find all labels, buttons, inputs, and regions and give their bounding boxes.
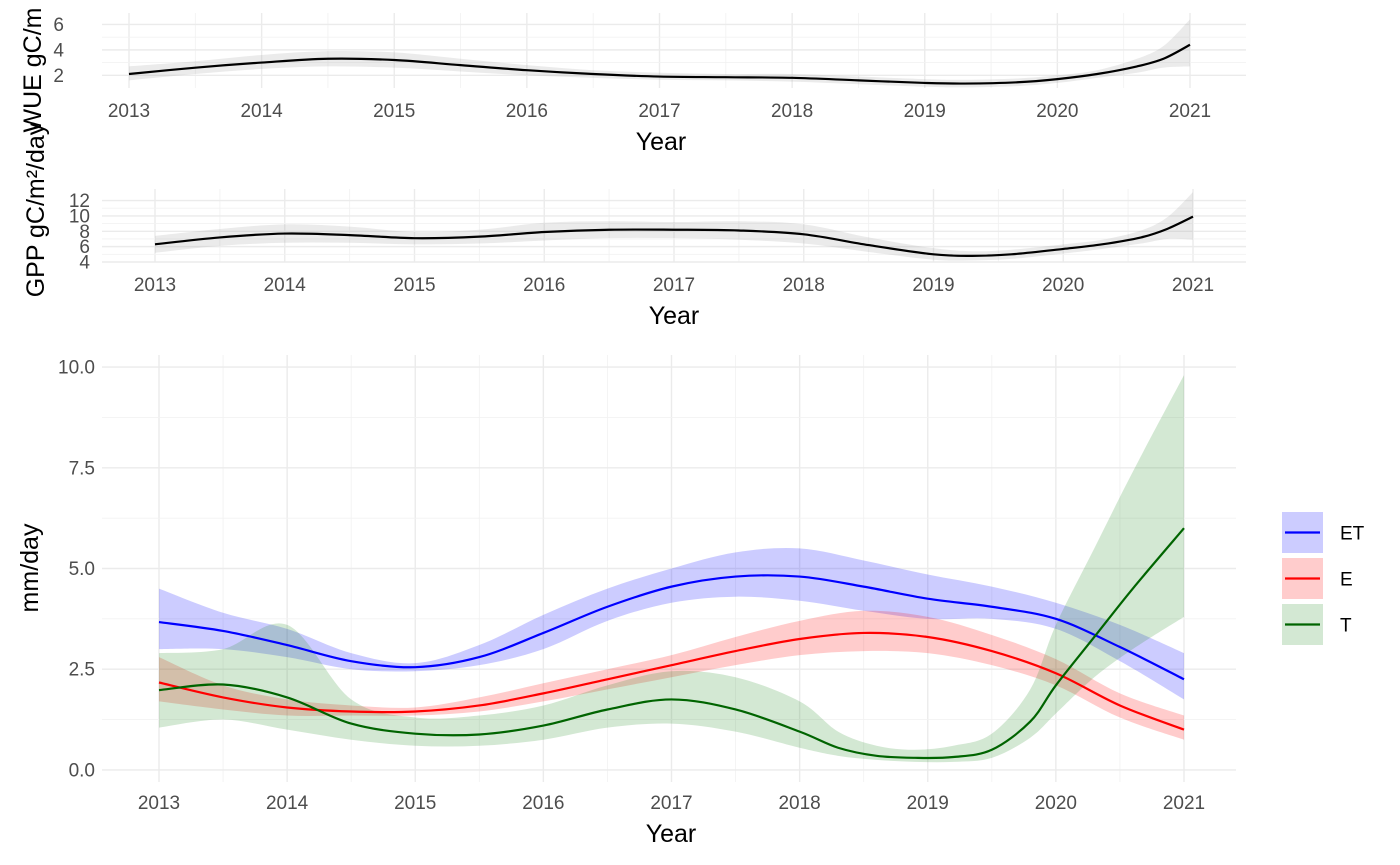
wue-y-axis-title: WUE gC/m xyxy=(19,8,47,133)
wue-lines xyxy=(128,43,1191,85)
legend-label-et: ET xyxy=(1340,524,1365,545)
x-tick-label: 2021 xyxy=(1172,275,1214,296)
x-tick-label: 2016 xyxy=(522,793,564,814)
confidence-band xyxy=(155,192,1193,261)
et-y-axis-title: mm/day xyxy=(16,523,44,612)
x-tick-label: 2016 xyxy=(523,275,565,296)
x-tick-label: 2015 xyxy=(393,275,435,296)
wue-x-tick-labels: 2013 2014 2015 2016 2017 2018 2019 2020 2021 xyxy=(108,101,1211,122)
x-tick-label: 2013 xyxy=(138,793,180,814)
x-tick-label: 2016 xyxy=(506,101,548,122)
x-tick-label: 2019 xyxy=(904,101,946,122)
et-confidence-band xyxy=(159,547,1184,700)
y-tick-label: 6 xyxy=(79,237,90,258)
wue-panel: 2 4 6 2013 2014 2015 2016 2017 2018 2019 2020 2021… xyxy=(19,8,1246,156)
gpp-gridlines xyxy=(102,189,1246,263)
y-tick-label: 4 xyxy=(79,253,90,274)
et-panel: 0.02.55.07.510.0 2013 2014 2015 2016 2017 201… xyxy=(16,355,1236,848)
y-tick-label: 12 xyxy=(69,191,90,212)
y-tick-label: 7.5 xyxy=(69,458,95,479)
gpp-confidence-bands xyxy=(155,192,1193,261)
gpp-lines xyxy=(154,215,1194,257)
x-tick-label: 2018 xyxy=(778,793,820,814)
et-confidence-bands xyxy=(159,375,1184,763)
y-tick-label: 2 xyxy=(53,66,64,87)
x-tick-label: 2019 xyxy=(907,793,949,814)
x-tick-label: 2014 xyxy=(264,275,307,296)
gpp-x-tick-labels: 2013 2014 2015 2016 2017 2018 2019 2020 2021 xyxy=(134,275,1214,296)
confidence-band xyxy=(129,19,1190,88)
wue-y-tick-labels: 2 4 6 xyxy=(53,15,64,87)
et-gridlines xyxy=(102,355,1236,782)
x-tick-label: 2014 xyxy=(240,101,283,122)
x-tick-label: 2021 xyxy=(1163,793,1205,814)
t-confidence-band xyxy=(159,375,1184,763)
x-tick-label: 2017 xyxy=(653,275,695,296)
y-tick-label: 4 xyxy=(53,40,64,61)
x-tick-label: 2021 xyxy=(1169,101,1211,122)
series-line xyxy=(128,43,1191,85)
e-series-line xyxy=(158,631,1185,731)
legend-label-t: T xyxy=(1340,616,1352,637)
x-tick-label: 2019 xyxy=(912,275,954,296)
x-tick-label: 2013 xyxy=(134,275,176,296)
y-tick-label: 8 xyxy=(79,222,90,243)
t-series-line xyxy=(158,527,1185,760)
x-tick-label: 2013 xyxy=(108,101,150,122)
x-tick-label: 2017 xyxy=(650,793,692,814)
x-tick-label: 2014 xyxy=(266,793,309,814)
x-tick-label: 2015 xyxy=(394,793,436,814)
et-series-line xyxy=(158,574,1185,681)
et-x-tick-labels: 2013 2014 2015 2016 2017 2018 2019 2020 2021 xyxy=(138,793,1205,814)
et-y-tick-labels: 0.0 2.5 5.0 7.5 10.0 xyxy=(58,358,95,782)
y-tick-label: 2.5 xyxy=(69,660,95,681)
legend-label-e: E xyxy=(1340,570,1353,591)
et-lines xyxy=(158,527,1185,760)
wue-gridlines xyxy=(102,13,1246,88)
y-tick-label: 5.0 xyxy=(69,559,95,580)
e-confidence-band xyxy=(159,610,1184,740)
gpp-x-axis-title: Year xyxy=(649,302,700,330)
y-tick-label: 0.0 xyxy=(69,760,95,781)
y-tick-label: 6 xyxy=(53,15,64,36)
et-x-axis-title: Year xyxy=(646,820,697,848)
y-tick-label: 10.0 xyxy=(58,358,95,379)
x-tick-label: 2017 xyxy=(638,101,680,122)
x-tick-label: 2018 xyxy=(771,101,813,122)
x-tick-label: 2020 xyxy=(1035,793,1077,814)
x-tick-label: 2020 xyxy=(1042,275,1084,296)
series-line xyxy=(154,215,1194,257)
x-tick-label: 2018 xyxy=(783,275,825,296)
wue-confidence-bands xyxy=(129,19,1190,88)
x-tick-label: 2015 xyxy=(373,101,415,122)
gpp-y-axis-title: GPP gC/m²/day xyxy=(22,122,50,297)
x-tick-label: 2020 xyxy=(1036,101,1078,122)
y-tick-label: 10 xyxy=(69,206,90,227)
wue-x-axis-title: Year xyxy=(636,128,687,156)
